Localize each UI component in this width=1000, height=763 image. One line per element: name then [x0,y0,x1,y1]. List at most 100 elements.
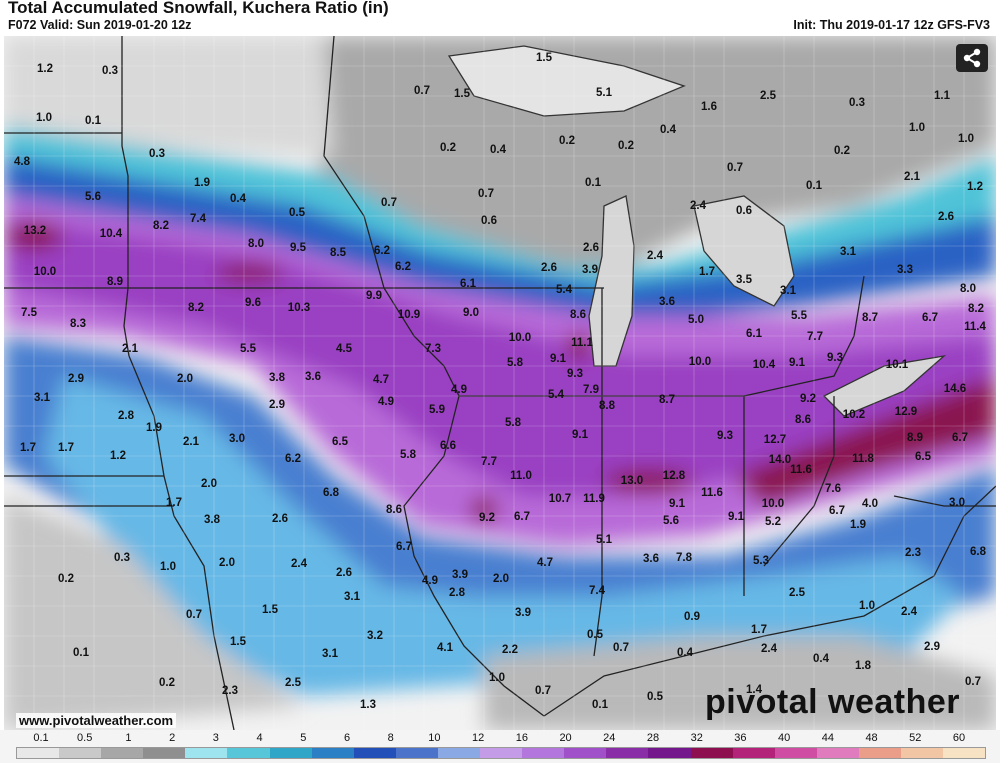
snowfall-value: 7.5 [21,307,38,319]
snowfall-value: 1.0 [36,112,52,124]
legend-label: 0.5 [77,732,93,744]
legend-swatch [227,748,270,758]
legend-label: 5 [300,732,307,744]
snowfall-value: 8.2 [968,303,984,315]
legend-swatch [816,748,859,758]
legend-swatch [606,748,649,758]
snowfall-value: 0.1 [592,699,609,711]
snowfall-value: 5.1 [596,87,613,99]
snowfall-value: 2.1 [904,171,921,183]
snowfall-value: 11.6 [790,464,812,476]
snowfall-value: 6.1 [746,328,763,340]
snowfall-value: 6.6 [440,440,456,452]
snowfall-value: 4.9 [451,384,467,396]
snowfall-value: 7.4 [589,585,606,597]
snowfall-value: 12.7 [764,434,786,446]
snowfall-value: 0.1 [85,115,102,127]
snowfall-value: 2.9 [924,641,940,653]
snowfall-value: 3.1 [344,591,361,603]
share-button[interactable] [956,44,988,72]
snowfall-value: 3.9 [452,569,468,581]
snowfall-value: 2.3 [905,547,921,559]
legend-swatch [732,748,775,758]
snowfall-value: 3.0 [229,433,245,445]
snowfall-value: 11.6 [701,487,723,499]
legend-swatch [943,748,986,758]
snowfall-value: 6.2 [395,261,411,273]
snowfall-value: 9.2 [800,393,816,405]
legend-label: 6 [343,732,351,744]
legend-swatch [59,748,102,758]
legend-swatch [900,748,944,758]
snowfall-value: 9.1 [728,511,745,523]
snowfall-value: 10.0 [762,498,784,510]
state-borders [4,36,996,730]
snowfall-value: 3.5 [736,274,753,286]
snowfall-value: 3.1 [322,648,339,660]
lake-michigan [588,195,635,367]
snowfall-value: 9.5 [290,242,307,254]
snowfall-value: 2.8 [118,410,135,422]
snowfall-value: 1.7 [751,624,767,636]
snowfall-value: 1.0 [859,600,875,612]
snowfall-value: 1.2 [37,63,53,75]
legend-label: 20 [559,732,572,744]
snowfall-value: 6.7 [922,312,938,324]
snowfall-value: 6.8 [323,487,340,499]
legend-swatch [269,748,312,758]
snowfall-value: 9.1 [550,353,567,365]
map-canvas: 1.2 0.3 1.0 0.1 0.3 4.8 1.9 5.6 0.4 0.5 7.4 8.2 13.2… [4,36,996,730]
snowfall-value: 10.0 [689,356,711,368]
snowfall-value: 0.7 [727,162,743,174]
snowfall-value: 8.2 [153,220,169,232]
snowfall-value: 10.0 [34,266,56,278]
snowfall-value: 0.7 [414,85,430,97]
snowfall-value: 2.2 [502,644,518,656]
snowfall-value: 2.6 [336,567,352,579]
map-title: Total Accumulated Snowfall, Kuchera Rati… [8,0,389,17]
snowfall-value: 5.6 [663,515,679,527]
snowfall-value: 0.5 [647,691,664,703]
snowfall-value: 6.7 [514,511,530,523]
snowfall-value: 2.0 [493,573,509,585]
site-url[interactable]: www.pivotalweather.com [16,713,177,728]
snowfall-value: 6.5 [332,436,349,448]
snowfall-value: 3.1 [840,246,857,258]
legend-swatch [395,748,438,758]
snowfall-value: 0.7 [613,642,629,654]
snowfall-value: 1.1 [934,90,951,102]
legend-label: 60 [952,732,966,744]
snowfall-value: 2.6 [938,211,954,223]
snowfall-value: 5.2 [765,516,781,528]
legend-label: 36 [734,732,747,744]
snowfall-value: 8.8 [599,400,616,412]
snowfall-value: 2.0 [177,373,193,385]
snowfall-map[interactable]: 1.2 0.3 1.0 0.1 0.3 4.8 1.9 5.6 0.4 0.5 7.4 8.2 13.2… [4,36,996,730]
snowfall-value: 4.7 [537,557,553,569]
snowfall-value: 12.9 [895,406,917,418]
snowfall-value: 11.0 [510,470,532,482]
snowfall-value: 0.6 [481,215,497,227]
snowfall-value: 8.6 [570,309,586,321]
snowfall-value: 2.9 [269,399,285,411]
snowfall-value: 1.2 [967,181,983,193]
snowfall-value: 7.8 [676,552,693,564]
snowfall-value: 1.9 [850,519,866,531]
snowfall-value: 8.7 [659,394,675,406]
county-grid [4,36,996,730]
legend-swatch [690,748,733,758]
legend-swatch [311,748,354,758]
snowfall-value: 1.5 [454,88,471,100]
legend-color-bar [16,747,986,759]
legend-label: 4 [256,732,263,744]
snowfall-value: 3.9 [515,607,531,619]
brand-logo: pivotal weather [705,683,961,721]
legend-label: 12 [472,732,485,744]
snowfall-value: 8.3 [70,318,86,330]
snowfall-value: 2.6 [583,242,599,254]
snowfall-value: 0.2 [58,573,74,585]
snowfall-value: 8.0 [248,238,264,250]
snowfall-value: 8.2 [188,302,204,314]
snowfall-value: 10.9 [398,309,420,321]
snowfall-value: 6.7 [396,541,412,553]
